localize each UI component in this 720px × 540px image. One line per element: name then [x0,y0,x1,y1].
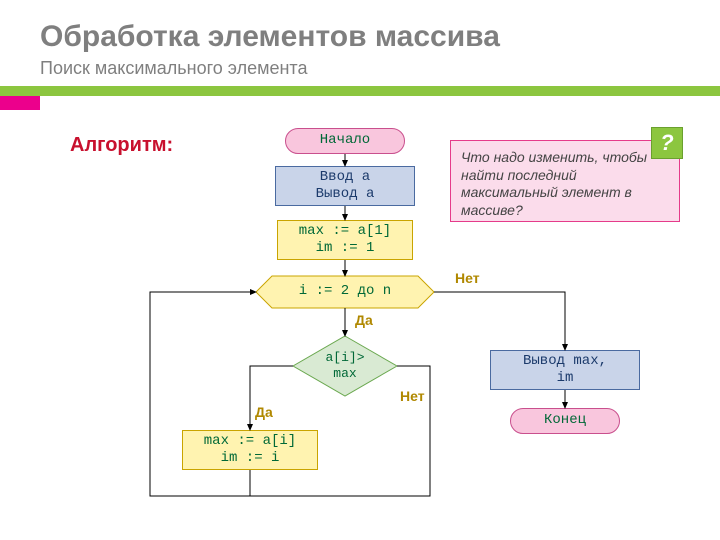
flow-arrows [0,0,720,540]
